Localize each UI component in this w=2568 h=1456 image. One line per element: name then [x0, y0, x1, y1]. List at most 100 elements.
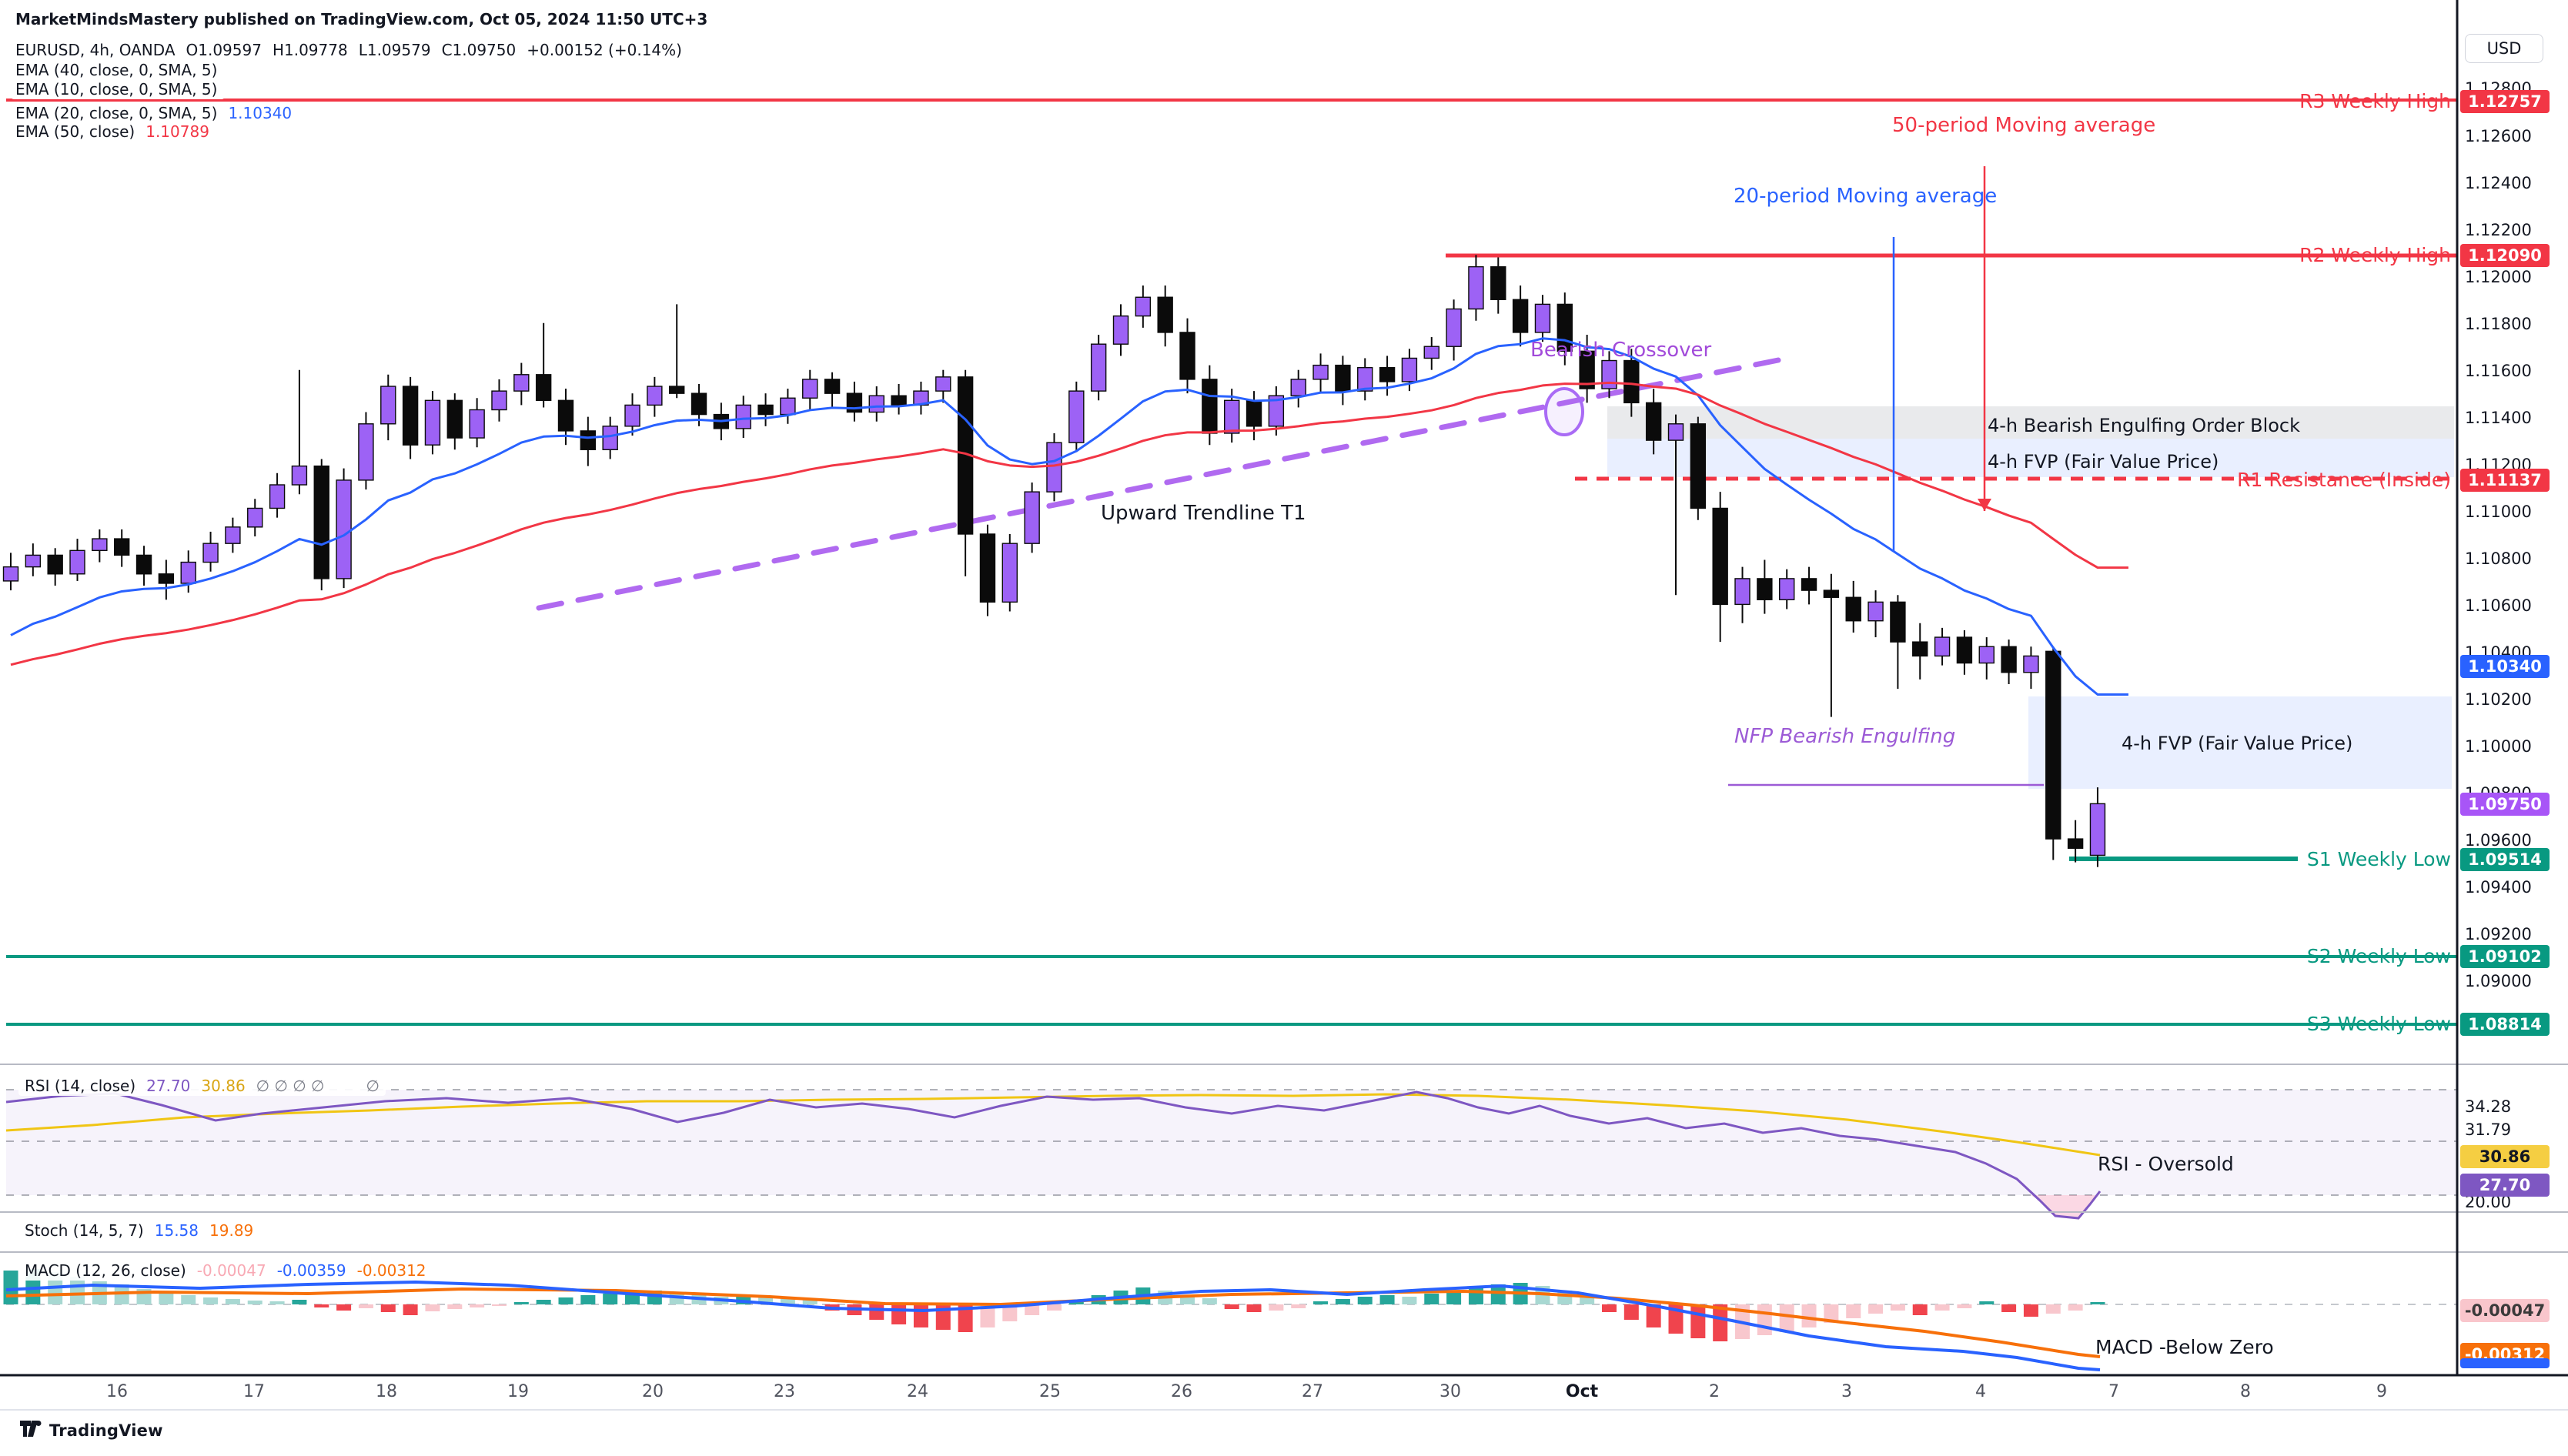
macd-hist-bar — [70, 1277, 85, 1304]
ema20-value: 1.10340 — [228, 104, 293, 122]
price-badge: 27.70 — [2460, 1174, 2550, 1197]
macd-hist-bar — [1402, 1297, 1417, 1304]
candle-body — [1068, 390, 1085, 443]
price-tick-label: 1.09000 — [2465, 972, 2532, 990]
candle-body — [1446, 308, 1462, 347]
macd-hist-bar — [2090, 1302, 2105, 1304]
time-tick-label: 18 — [376, 1382, 397, 1401]
price-badge: 1.09102 — [2460, 945, 2550, 968]
macd-hist-bar — [2045, 1304, 2061, 1314]
bearish-crossover-annotation[interactable]: Bearish Crossover — [1530, 339, 1712, 362]
macd-hist-bar — [447, 1304, 463, 1309]
bearish-crossover-circle[interactable] — [1544, 387, 1584, 436]
macd-hist-bar — [802, 1300, 818, 1304]
fvp-top-label[interactable]: 4-h FVP (Fair Value Price) — [1988, 451, 2219, 473]
candle-body — [1468, 265, 1484, 310]
macd-legend[interactable]: MACD (12, 26, close) -0.00047 -0.00359 -… — [18, 1261, 433, 1281]
time-tick-label: 2 — [1709, 1382, 1720, 1401]
symbol-legend[interactable]: EURUSD, 4h, OANDA O1.09597 H1.09778 L1.0… — [11, 40, 690, 60]
rsi-oversold-label[interactable]: RSI - Oversold — [2098, 1153, 2234, 1175]
s2-label: S2 Weekly Low — [2306, 945, 2451, 967]
candle-body — [1223, 399, 1240, 434]
macd-signal-value: -0.00312 — [356, 1261, 426, 1280]
macd-hist-bar — [1713, 1304, 1728, 1341]
tradingview-logo-text: TradingView — [49, 1421, 163, 1440]
macd-hist-bar — [1490, 1284, 1506, 1304]
time-tick-label: 30 — [1439, 1382, 1461, 1401]
r2-label: R2 Weekly High — [2299, 244, 2451, 266]
candle-body — [92, 538, 108, 552]
macd-hist-bar — [1846, 1304, 1861, 1318]
s3-label: S3 Weekly Low — [2306, 1013, 2451, 1035]
stoch-legend[interactable]: Stoch (14, 5, 7) 15.58 19.89 — [18, 1221, 260, 1241]
macd-hist-bar — [1646, 1304, 1661, 1327]
candle-body — [358, 423, 374, 481]
candle-body — [1312, 364, 1329, 380]
macd-hist-bar — [1801, 1304, 1817, 1327]
macd-below-zero-label[interactable]: MACD -Below Zero — [2095, 1336, 2274, 1358]
candle-body — [402, 386, 419, 446]
macd-hist-bar — [2068, 1304, 2083, 1311]
ma20-annotation[interactable]: 20-period Moving average — [1734, 185, 1998, 208]
candle-body — [513, 374, 530, 392]
price-tick-label: 1.10800 — [2465, 549, 2532, 568]
candle-body — [1401, 357, 1418, 382]
legend-ema40[interactable]: EMA (40, close, 0, SMA, 5) — [11, 60, 226, 80]
tradingview-logo[interactable]: TradingView — [20, 1421, 163, 1441]
macd-hist-bar — [1246, 1304, 1262, 1312]
ema40-label: EMA (40, close, 0, SMA, 5) — [15, 61, 218, 79]
stoch-k-value: 15.58 — [154, 1221, 199, 1240]
legend-ema20[interactable]: EMA (20, close, 0, SMA, 5) 1.10340 — [11, 103, 300, 123]
legend-ema10[interactable]: EMA (10, close, 0, SMA, 5) — [11, 79, 226, 99]
candle-body — [935, 376, 951, 392]
ema10-label: EMA (10, close, 0, SMA, 5) — [15, 80, 218, 99]
candle-body — [1046, 442, 1062, 493]
rsi-band — [6, 1090, 2457, 1195]
macd-hist-bar — [913, 1304, 928, 1327]
macd-hist-bar — [1623, 1304, 1639, 1320]
candle-body — [158, 573, 175, 584]
ohlc-open: O1.09597 — [186, 41, 262, 59]
price-badge: 1.08814 — [2460, 1013, 2550, 1036]
macd-hist-bar — [1202, 1298, 1217, 1304]
legend-ema50[interactable]: EMA (50, close) 1.10789 — [11, 122, 217, 142]
candle-body — [313, 465, 329, 579]
macd-hist-bar — [980, 1304, 995, 1327]
currency-toggle-button[interactable]: USD — [2465, 34, 2543, 63]
macd-hist-bar — [1002, 1304, 1018, 1321]
candle-body — [1912, 641, 1928, 657]
candle-body — [1867, 601, 1884, 622]
ma50-annotation[interactable]: 50-period Moving average — [1892, 114, 2156, 137]
time-tick-label: 9 — [2376, 1382, 2387, 1401]
nfp-annotation[interactable]: NFP Bearish Engulfing — [1734, 725, 1956, 748]
price-badge: 1.12757 — [2460, 90, 2550, 113]
ema20-line — [10, 337, 2128, 696]
order-block-label[interactable]: 4-h Bearish Engulfing Order Block — [1988, 415, 2301, 436]
upward-trendline-annotation[interactable]: Upward Trendline T1 — [1101, 502, 1306, 525]
candle-body — [1734, 578, 1750, 606]
candle-body — [669, 386, 685, 394]
fvp_bottom-zone — [2028, 696, 2452, 789]
candle-body — [1823, 589, 1840, 598]
macd-hist-bar — [1046, 1304, 1062, 1311]
symbol-title[interactable]: EURUSD, 4h, OANDA — [15, 41, 176, 59]
rsi-null-markers: ∅ ∅ ∅ ∅ — [256, 1077, 325, 1095]
macd-hist-bar — [1957, 1304, 1972, 1308]
price-badge: 30.86 — [2460, 1145, 2550, 1168]
fvp-bottom-label[interactable]: 4-h FVP (Fair Value Price) — [2122, 733, 2353, 754]
price-badge: 1.09514 — [2460, 848, 2550, 871]
macd-hist-bar — [580, 1295, 596, 1304]
candle-body — [113, 538, 130, 556]
upward-trendline[interactable] — [536, 357, 1781, 611]
price-badge: 1.12090 — [2460, 244, 2550, 267]
macd-hist-bar — [247, 1301, 262, 1304]
macd-hist-bar — [1779, 1304, 1794, 1332]
candle-body — [1712, 507, 1728, 606]
rsi-legend[interactable]: RSI (14, close) 27.70 30.86 ∅ ∅ ∅ ∅ ∅ — [18, 1076, 386, 1096]
candle-body — [624, 404, 640, 427]
macd-hist-bar — [1824, 1304, 1839, 1323]
macd-hist-bar — [780, 1298, 795, 1304]
candle-body — [824, 379, 841, 394]
candle-body — [647, 386, 663, 406]
